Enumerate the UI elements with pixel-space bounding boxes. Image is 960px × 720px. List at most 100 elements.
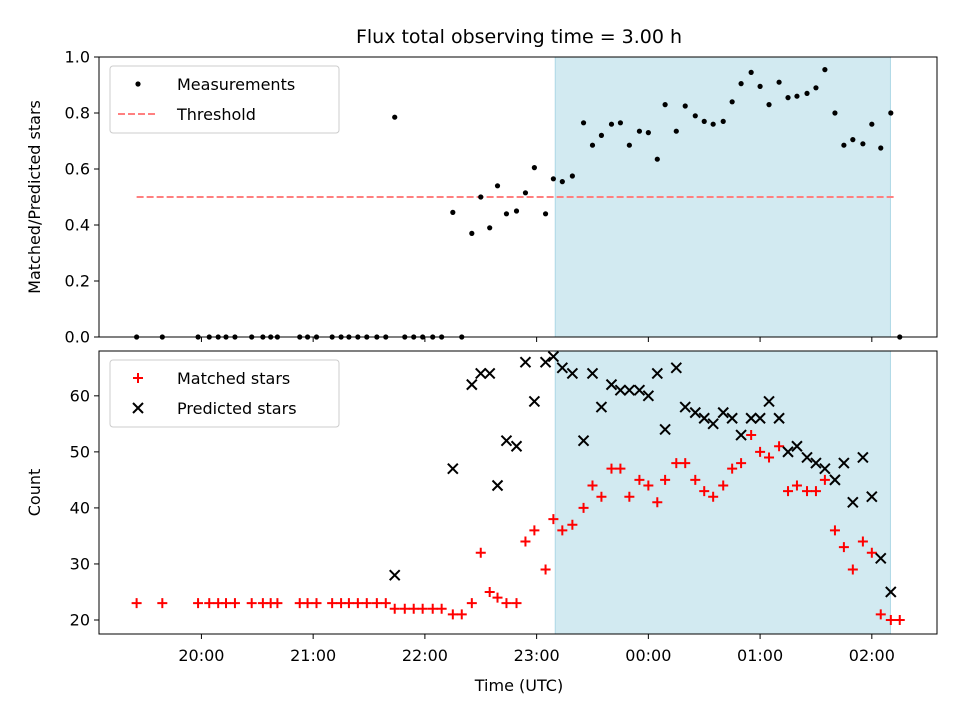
series-predicted-stars-point [483,367,496,380]
series-predicted-stars-point [782,446,794,458]
series-matched-stars-point [204,598,215,609]
series-matched-stars-point [755,446,766,457]
series-matched-stars-point [810,486,821,497]
x-tick-label: 23:00 [514,646,560,665]
series-matched-stars-point [708,491,719,502]
series-matched-stars-point [567,519,578,530]
series-measurements-point [542,211,549,217]
series-matched-stars-point [652,497,663,508]
x-tick-label: 20:00 [178,646,224,665]
series-matched-stars-point [557,525,568,536]
panel-ratio-legend-box [109,65,340,134]
series-matched-stars-point [327,598,338,609]
series-matched-stars-point [624,491,635,502]
series-matched-stars-point [380,598,391,609]
series-predicted-stars-point [885,586,897,598]
series-matched-stars-point [727,463,738,474]
series-matched-stars-point [466,598,477,609]
series-measurements-point [608,121,615,127]
series-measurements-point [487,225,493,231]
panel-counts-y-tick-label: 60 [70,386,90,405]
x-tick-label: 00:00 [625,646,671,665]
legend-predicted-stars-swatch [132,402,144,414]
series-matched-stars-point [885,614,896,625]
panel-ratio: 0.0 0.2 0.4 0.6 0.8 1.0 Matched/Predicted star… [25,48,938,347]
series-predicted-stars-point [707,418,719,430]
series-matched-stars-point [427,603,438,614]
series-measurements-point [522,190,529,196]
series-predicted-stars-point [500,434,513,447]
series-matched-stars-point [475,547,486,558]
series-matched-stars-point [578,502,589,513]
series-measurements-point [888,110,894,116]
series-measurements-point [469,230,475,236]
panel-counts-y-axis-label: Count [25,469,44,517]
series-predicted-stars-point [829,474,841,486]
series-measurements-point [720,118,726,124]
series-matched-stars-point [540,564,551,575]
series-measurements-point [701,118,707,124]
series-predicted-stars-point [866,490,878,503]
series-matched-stars-point [131,598,142,609]
series-predicted-stars-point [547,350,560,363]
series-measurements-point [617,120,624,126]
series-predicted-stars-point [614,384,627,396]
series-predicted-stars-point [857,451,869,464]
series-measurements-point [832,110,838,116]
series-matched-stars-point [229,598,240,609]
series-matched-stars-point [311,598,322,609]
series-predicted-stars-point [679,401,691,413]
panel-counts-legend-box [109,359,340,428]
series-measurements-point [860,141,866,147]
series-predicted-stars-point [577,434,590,447]
series-measurements-point [841,142,847,148]
legend-predicted-stars-label: Predicted stars [177,399,297,418]
series-matched-stars-point [690,474,701,485]
series-predicted-stars-point [791,440,803,452]
series-predicted-stars-point [838,457,850,469]
series-matched-stars-point [520,536,531,547]
series-measurements-point [785,95,791,101]
panel-counts-legend: Matched stars Predicted stars [109,359,340,428]
series-predicted-stars-point [475,367,487,380]
panel-counts-y-tick-label: 40 [70,498,90,517]
series-matched-stars-point [699,486,710,497]
series-predicted-stars-point [605,378,618,391]
panel-ratio-y-tick-label: 1.0 [65,48,90,67]
series-measurements-point [692,113,698,119]
series-predicted-stars-point [763,395,775,408]
series-measurements-point [662,102,668,108]
series-predicted-stars-point [389,569,401,581]
series-measurements-point [494,183,501,189]
series-predicted-stars-point [466,378,478,391]
series-matched-stars-point [417,603,428,614]
series-measurements-point [589,142,596,148]
series-predicted-stars-point [623,384,636,396]
series-matched-stars-point [802,486,813,497]
series-matched-stars-point [501,598,512,609]
panel-ratio-y-axis-label: Matched/Predicted stars [25,100,44,294]
series-predicted-stars-point [595,401,608,413]
series-matched-stars-point [492,592,503,603]
series-matched-stars-point [875,609,886,620]
series-predicted-stars-point [528,395,541,408]
series-predicted-stars-point [519,356,532,368]
series-matched-stars-point [408,603,419,614]
series-measurements-point [513,208,520,214]
series-predicted-stars-point [633,384,646,396]
legend-matched-stars-swatch [133,373,143,383]
series-measurements-point [776,79,782,85]
series-measurements-point [766,102,772,108]
series-predicted-stars-point [773,412,785,424]
panel-ratio-y-tick-label: 0.8 [65,104,90,123]
series-measurements-point [450,209,456,215]
series-matched-stars-point [511,598,522,609]
x-tick-label: 21:00 [290,646,336,665]
series-measurements-point [822,67,828,73]
series-matched-stars-point [634,474,645,485]
panel-ratio-legend: Measurements Threshold [109,65,340,134]
series-measurements-point [478,194,484,200]
series-matched-stars-point [764,452,775,463]
series-matched-stars-point [718,480,729,491]
series-measurements-point [550,176,556,182]
